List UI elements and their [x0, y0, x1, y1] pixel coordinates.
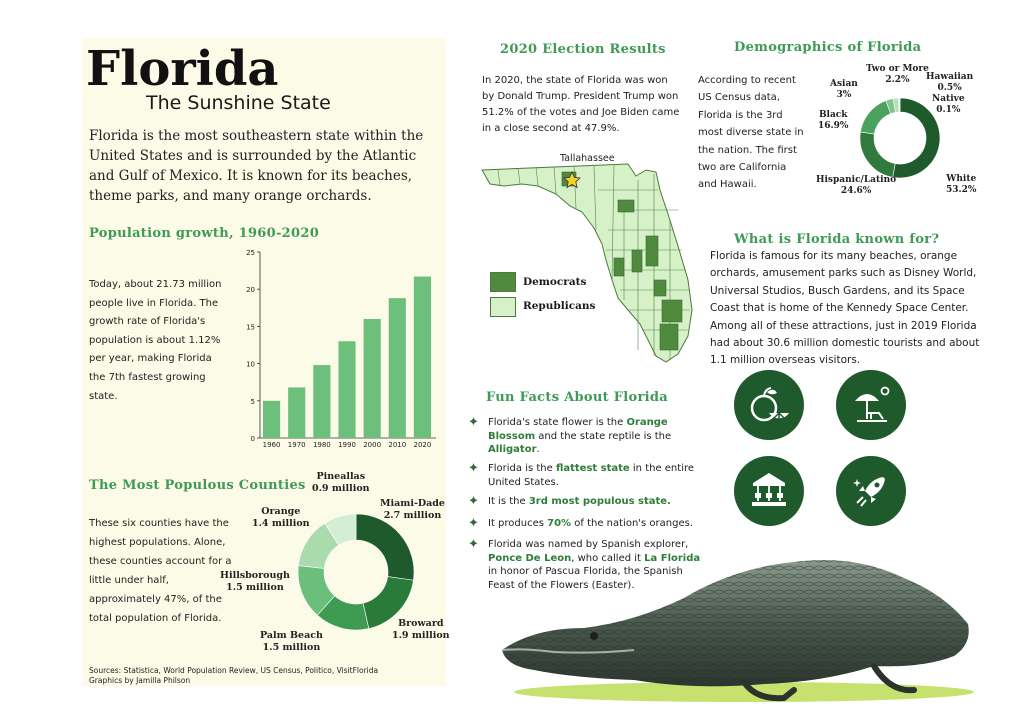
- county-label-orange: Orange 1.4 million: [252, 506, 310, 529]
- fun-fact-3: ✦ It is the 3rd most populous state.: [468, 494, 671, 509]
- legend-republicans-label: Republicans: [523, 300, 596, 312]
- dem-county: [653, 279, 667, 297]
- capital-label: Tallahassee: [560, 153, 615, 164]
- known-for-heading: What is Florida known for?: [734, 232, 940, 247]
- y-tick-label: 10: [246, 361, 255, 369]
- counties-heading: The Most Populous Counties: [89, 478, 306, 493]
- county-label-palmbeach: Palm Beach 1.5 million: [260, 630, 323, 653]
- known-for-text: Florida is famous for its many beaches, …: [710, 250, 980, 367]
- x-tick-label: 2000: [363, 441, 381, 449]
- legend-democrats-swatch: [490, 272, 516, 292]
- population-bar: [288, 387, 306, 438]
- sparkle-icon: ✦: [468, 537, 479, 552]
- alligator-image: [501, 560, 974, 702]
- x-tick-label: 1990: [338, 441, 356, 449]
- county-label-pineallas: Pineallas 0.9 million: [312, 471, 370, 494]
- demo-label-native: Native 0.1%: [932, 94, 965, 115]
- dem-county: [645, 235, 659, 267]
- legend-democrats-label: Democrats: [523, 276, 587, 288]
- left-panel: [82, 38, 446, 686]
- demo-label-hispanic: Hispanic/Latino 24.6%: [816, 175, 897, 196]
- population-heading: Population growth, 1960-2020: [89, 226, 320, 241]
- y-tick-label: 25: [246, 249, 255, 257]
- population-bar: [263, 400, 281, 438]
- counties-donut-chart: [297, 513, 415, 631]
- county-label-broward: Broward 1.9 million: [392, 618, 450, 641]
- demo-label-hawaiian: Hawaiian 0.5%: [926, 72, 974, 93]
- sparkle-icon: ✦: [468, 461, 479, 476]
- sources-note: Sources: Statistica, World Population Re…: [89, 666, 379, 685]
- demographic-slice: [859, 131, 896, 178]
- page-title: Florida: [86, 41, 279, 97]
- sparkle-icon: ✦: [468, 415, 479, 430]
- y-tick-label: 0: [251, 435, 255, 443]
- demo-label-two-or-more: Two or More 2.2%: [866, 64, 929, 85]
- x-tick-label: 2020: [414, 441, 432, 449]
- sparkle-icon: ✦: [468, 494, 479, 509]
- population-text: Today, about 21.73 million people live i…: [89, 279, 222, 402]
- page-subtitle: The Sunshine State: [146, 92, 331, 114]
- counties-text: These six counties have the highest popu…: [89, 518, 232, 624]
- dem-county: [659, 323, 679, 351]
- dem-county: [631, 249, 643, 273]
- y-tick-label: 15: [246, 323, 255, 331]
- demo-label-black: Black 16.9%: [818, 110, 849, 131]
- county-label-hillsborough: Hillsborough 1.5 million: [220, 570, 290, 593]
- population-bar: [363, 318, 381, 438]
- y-tick-label: 5: [251, 398, 255, 406]
- x-tick-label: 1980: [313, 441, 331, 449]
- population-bar: [388, 298, 406, 438]
- x-tick-label: 1960: [263, 441, 281, 449]
- orange-icon: [734, 370, 804, 440]
- demographics-heading: Demographics of Florida: [734, 40, 922, 55]
- population-bar: [413, 276, 431, 438]
- legend-republicans-swatch: [490, 297, 516, 317]
- florida-county-map: [481, 163, 693, 363]
- population-bar: [313, 365, 331, 438]
- population-bar-chart: 0 5 10 15 20 25 1960 1970 1980 1990 2000 2010 2020: [246, 249, 436, 449]
- rocket-icon: [836, 456, 906, 526]
- carousel-icon: [734, 456, 804, 526]
- intro-paragraph: Florida is the most southeastern state w…: [89, 128, 424, 204]
- fun-facts-heading: Fun Facts About Florida: [486, 390, 669, 405]
- dem-county: [613, 257, 625, 277]
- fun-fact-1: ✦ Florida's state flower is the Orange B…: [468, 415, 672, 456]
- population-bar: [338, 341, 356, 438]
- y-tick-label: 20: [246, 286, 255, 294]
- county-label-miami: Miami-Dade 2.7 million: [380, 498, 445, 521]
- sparkle-icon: ✦: [468, 516, 479, 531]
- beach-icon: [836, 370, 906, 440]
- fun-fact-5: ✦ Florida was named by Spanish explorer,…: [468, 537, 701, 591]
- demographic-slice: [860, 100, 892, 135]
- election-heading: 2020 Election Results: [500, 42, 666, 57]
- demographic-slice: [892, 97, 941, 179]
- demo-label-white: White 53.2%: [946, 174, 977, 195]
- tallahassee-star-icon: [563, 171, 581, 189]
- x-tick-label: 1970: [288, 441, 306, 449]
- county-slice: [355, 513, 415, 581]
- county-slice: [324, 513, 357, 546]
- election-text: In 2020, the state of Florida was won by…: [482, 75, 680, 134]
- fun-fact-2: ✦ Florida is the flattest state in the e…: [468, 461, 695, 488]
- demographics-donut-chart: [859, 97, 941, 179]
- dem-county: [617, 199, 635, 213]
- demo-label-asian: Asian 3%: [830, 79, 858, 100]
- demographics-text: According to recent US Census data, Flor…: [698, 75, 804, 191]
- x-tick-label: 2010: [388, 441, 406, 449]
- fun-fact-4: ✦ It produces 70% of the nation's orange…: [468, 516, 694, 531]
- dem-county: [661, 299, 683, 323]
